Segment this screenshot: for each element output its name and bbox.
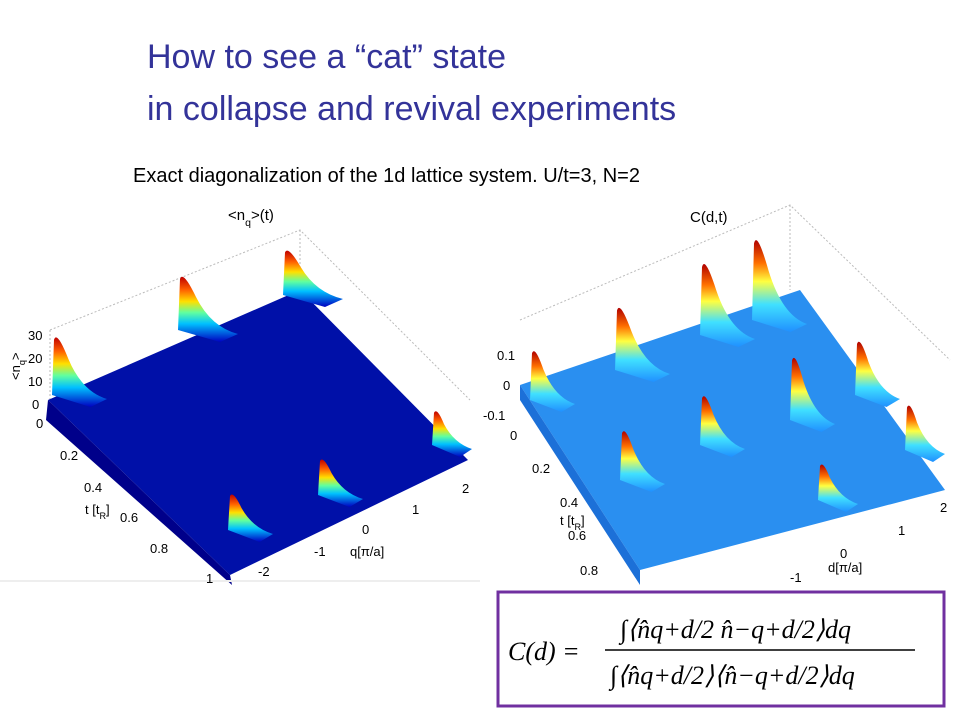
z-tick-label: 0.1 (497, 348, 515, 363)
t-axis-label-part: ] (581, 513, 585, 528)
surface-peak (318, 459, 363, 507)
t-tick-label: 0.8 (580, 563, 598, 578)
z-tick-label: 0 (32, 397, 39, 412)
x-tick-label: 1 (898, 523, 905, 538)
x-tick-label: 0 (840, 546, 847, 561)
t-tick-label: 0 (510, 428, 517, 443)
x-tick-label: 2 (462, 481, 469, 496)
plot-title-part: C(d,t) (690, 209, 728, 226)
z-axis-label-part: q (17, 360, 27, 365)
x-tick-label: 2 (940, 500, 947, 515)
surface-peak (530, 351, 575, 412)
surface-peak (700, 264, 755, 347)
t-tick-label: 0.6 (568, 528, 586, 543)
surface-peak (905, 405, 945, 462)
x-tick-label: -1 (790, 570, 802, 585)
formula-box (496, 590, 946, 708)
surface-peak (790, 357, 835, 432)
surface-peak (700, 396, 745, 457)
t-tick-label: 0 (36, 416, 43, 431)
surface-side (520, 385, 640, 585)
surface-floor (48, 290, 468, 575)
x-axis-label: d[π/a] (828, 560, 862, 575)
plot-title: C(d,t) (690, 209, 728, 226)
subtitle: Exact diagonalization of the 1d lattice … (133, 165, 640, 187)
t-axis-label: t [tR] (560, 513, 585, 532)
z-axis-label-part: <n (8, 365, 23, 380)
surface-peak (178, 276, 238, 342)
slide-title: How to see a “cat” state (147, 38, 506, 76)
plot-title-part: q (245, 217, 251, 229)
surface-peak (52, 337, 107, 407)
z-axis-label-part: > (8, 353, 23, 361)
x-tick-label: -1 (314, 544, 326, 559)
surface-peak (752, 240, 807, 332)
surface-side (46, 400, 232, 585)
surface-peak (855, 341, 900, 407)
t-tick-label: 0.2 (532, 461, 550, 476)
t-tick-label: 0.4 (560, 495, 578, 510)
t-tick-label: 0.2 (60, 448, 78, 463)
z-tick-label: 10 (28, 374, 42, 389)
plot-title: <nq>(t) (228, 207, 274, 229)
surface-peak (432, 411, 472, 457)
surface-peak (620, 431, 665, 492)
t-axis-label: t [tR] (85, 502, 110, 521)
z-tick-label: -0.1 (483, 408, 505, 423)
surface-peak (818, 464, 858, 512)
z-tick-label: 20 (28, 351, 42, 366)
plot-title-part: >(t) (251, 207, 274, 224)
t-axis-label-part: t [t (85, 502, 100, 517)
surface-peak (283, 250, 343, 307)
x-tick-label: 0 (362, 522, 369, 537)
plot-graphics (0, 204, 951, 708)
slide-title: in collapse and revival experiments (147, 90, 676, 128)
formula-lhs: C(d) = (508, 637, 580, 666)
x-tick-label: 1 (412, 502, 419, 517)
t-tick-label: 0.4 (84, 480, 102, 495)
x-axis-label: q[π/a] (350, 544, 384, 559)
texts: How to see a “cat” state in collapse and … (8, 38, 947, 691)
axis-box (519, 204, 951, 361)
x-tick-label: -2 (258, 564, 270, 579)
z-axis-label: <nq> (8, 353, 27, 380)
t-axis-label-part: R (99, 511, 106, 521)
z-tick-label: 30 (28, 328, 42, 343)
plot-title-part: <n (228, 207, 245, 224)
t-tick-label: 0.8 (150, 541, 168, 556)
t-axis-label-part: R (574, 522, 581, 532)
formula-denominator: ∫⟨n̂q+d/2⟩⟨n̂−q+d/2⟩dq (608, 661, 855, 691)
t-tick-label: 0.6 (120, 510, 138, 525)
z-tick-label: 0 (503, 378, 510, 393)
divider (0, 580, 480, 582)
t-axis-label-part: t [t (560, 513, 575, 528)
surface-peak (615, 307, 670, 382)
t-tick-label: 1 (206, 571, 213, 586)
t-axis-label-part: ] (106, 502, 110, 517)
formula-numerator: ∫⟨n̂q+d/2 n̂−q+d/2⟩dq (618, 615, 851, 645)
surface-peak (228, 494, 273, 542)
